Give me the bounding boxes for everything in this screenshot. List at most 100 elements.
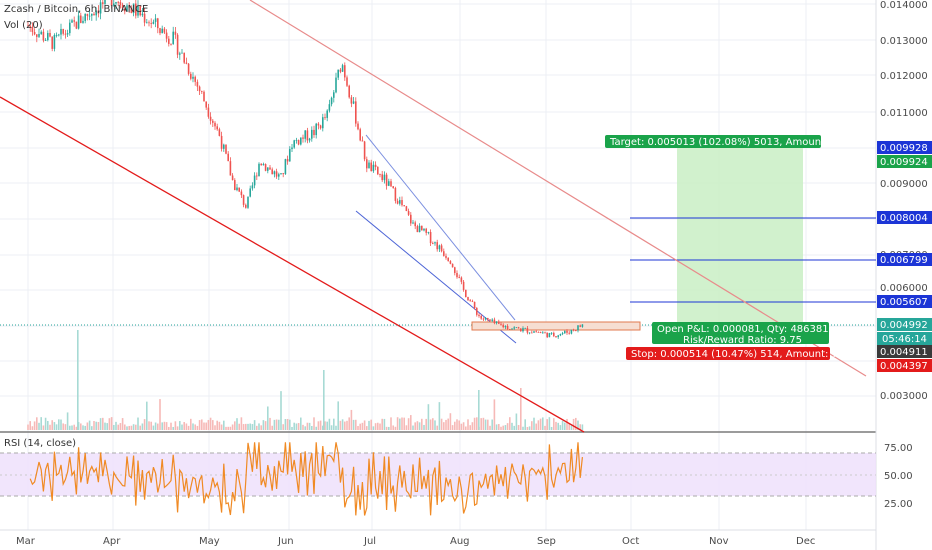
volume-bar <box>214 425 216 430</box>
candle-body <box>368 162 370 169</box>
price-tick: 0.011000 <box>880 108 928 119</box>
candle-body <box>293 140 295 148</box>
candle-body <box>504 325 507 328</box>
volume-bar <box>196 425 199 430</box>
candle-body <box>460 277 463 282</box>
candle-body <box>372 164 375 172</box>
volume-bar <box>478 390 480 430</box>
time-tick: Jul <box>363 536 376 547</box>
volume-bar <box>229 426 232 430</box>
candle-body <box>251 185 254 189</box>
volume-bar <box>33 421 36 430</box>
volume-bar <box>282 424 284 430</box>
candle-body <box>126 5 128 12</box>
rsi-legend[interactable]: RSI (14, close) <box>4 438 77 449</box>
volume-bar <box>236 418 238 430</box>
volume-bar <box>174 421 177 430</box>
candle-body <box>445 255 447 258</box>
candle-body <box>337 69 339 78</box>
candle-body <box>66 33 69 35</box>
volume-bar <box>581 424 584 430</box>
grid <box>0 0 876 530</box>
target-label[interactable]: Target: 0.005013 (102.08%) 5013, Amount:… <box>609 137 873 148</box>
position-labels[interactable]: Target: 0.005013 (102.08%) 5013, Amount:… <box>605 135 873 360</box>
channel-lower-line[interactable] <box>355 210 517 344</box>
candle-body <box>256 175 258 177</box>
time-tick: Oct <box>622 536 639 547</box>
volume-bar <box>462 422 465 430</box>
candle-body <box>407 211 410 215</box>
volume-bar <box>295 423 298 430</box>
entry-zone[interactable] <box>471 321 641 331</box>
volume-bar <box>137 417 139 430</box>
candle-body <box>456 272 458 278</box>
volume-bar <box>91 426 93 430</box>
volume-bar <box>262 420 265 430</box>
volume-bar <box>143 419 146 430</box>
candle-body <box>262 164 265 166</box>
volume-bar <box>227 426 229 430</box>
volume-bar <box>209 417 212 430</box>
volume-bar <box>559 425 562 430</box>
symbol-legend[interactable]: Zcash / Bitcoin, 6h, BINANCE <box>4 4 149 15</box>
time-axis[interactable]: Mar Apr May Jun Jul Aug Sep Oct Nov Dec <box>16 536 815 547</box>
channel-upper-line[interactable] <box>365 134 516 321</box>
volume-bar <box>289 419 291 430</box>
candle-body <box>328 104 331 111</box>
volume-bar <box>394 426 397 430</box>
candle-body <box>216 126 218 130</box>
candle-body <box>572 329 575 331</box>
badge-countdown-bg <box>877 332 932 345</box>
volume-bar <box>339 420 342 430</box>
candle-body <box>280 173 282 175</box>
volume-bar <box>121 418 124 430</box>
candle-body <box>381 174 383 181</box>
candle-body <box>366 159 368 169</box>
volume-bar <box>484 419 487 430</box>
volume-bar <box>190 418 192 430</box>
volume-bar <box>300 417 302 430</box>
lower-trend-line[interactable] <box>0 96 585 433</box>
volume-bar <box>36 417 38 430</box>
price-tick: 0.014000 <box>880 0 928 11</box>
volume-bar <box>146 401 148 430</box>
risk-reward-label[interactable]: Risk/Reward Ratio: 9.75 <box>683 335 802 346</box>
volume-bar <box>467 419 469 430</box>
open-pl-label-bg <box>652 322 829 344</box>
volume-bar <box>60 419 62 430</box>
candle-body <box>187 63 190 74</box>
candle-body <box>359 129 361 141</box>
candle-body <box>161 28 163 34</box>
candle-body <box>82 20 84 23</box>
candle-body <box>434 242 436 244</box>
candle-body <box>115 1 117 4</box>
candle-body <box>498 321 500 324</box>
stop-label[interactable]: Stop: 0.000514 (10.47%) 514, Amount: 750 <box>631 349 851 360</box>
candle-body <box>454 267 456 273</box>
candle-body <box>405 206 408 212</box>
candle-body <box>157 18 159 29</box>
volume-bar <box>258 423 260 430</box>
volume-bar <box>271 425 273 430</box>
volume-bar <box>55 424 58 430</box>
volume-legend[interactable]: Vol (20) <box>4 20 43 31</box>
volume-bar <box>528 426 531 430</box>
open-pl-label[interactable]: Open P&L: 0.000081, Qty: 486381 <box>657 324 829 335</box>
volume-bar <box>238 423 240 430</box>
candle-body <box>524 328 526 329</box>
badge-level-3-bg <box>877 295 932 308</box>
volume-bar <box>337 401 339 430</box>
volume-bar <box>352 419 355 430</box>
price-tick: 0.003000 <box>880 391 928 402</box>
rsi-axis[interactable]: 75.00 50.00 25.00 <box>884 443 913 510</box>
candle-body <box>196 81 199 87</box>
candle-body <box>335 77 337 93</box>
candle-body <box>295 140 298 141</box>
volume-bar <box>570 425 573 430</box>
upper-trend-line[interactable] <box>249 0 867 377</box>
candle-body <box>143 13 146 23</box>
volume-bar <box>275 419 278 430</box>
badge-level-1: 0.008004 <box>880 213 928 224</box>
candle-body <box>205 101 207 108</box>
